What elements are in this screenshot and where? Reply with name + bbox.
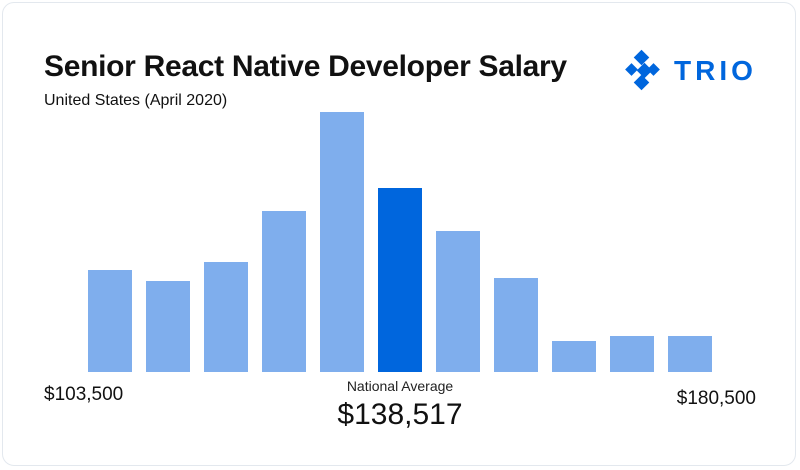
highlight-bar — [378, 188, 422, 372]
brand-name: TRIO — [674, 55, 757, 86]
trio-diamond-logo-icon — [625, 49, 660, 91]
bar — [610, 336, 654, 372]
range-min-label: $103,500 — [44, 384, 124, 405]
bar — [552, 341, 596, 372]
bar — [262, 211, 306, 372]
bar — [494, 278, 538, 372]
bar — [204, 262, 248, 372]
range-max-label: $180,500 — [676, 388, 756, 409]
national-average-label: National Average — [346, 378, 454, 394]
brand-logo: TRIO — [622, 48, 762, 92]
bar — [88, 270, 132, 372]
bar — [320, 112, 364, 372]
bar — [146, 281, 190, 372]
bar — [436, 231, 480, 372]
national-average-value: $138,517 — [337, 398, 463, 431]
bar — [668, 336, 712, 372]
chart-title: Senior React Native Developer Salary — [44, 50, 567, 83]
chart-subtitle: United States (April 2020) — [44, 92, 228, 109]
